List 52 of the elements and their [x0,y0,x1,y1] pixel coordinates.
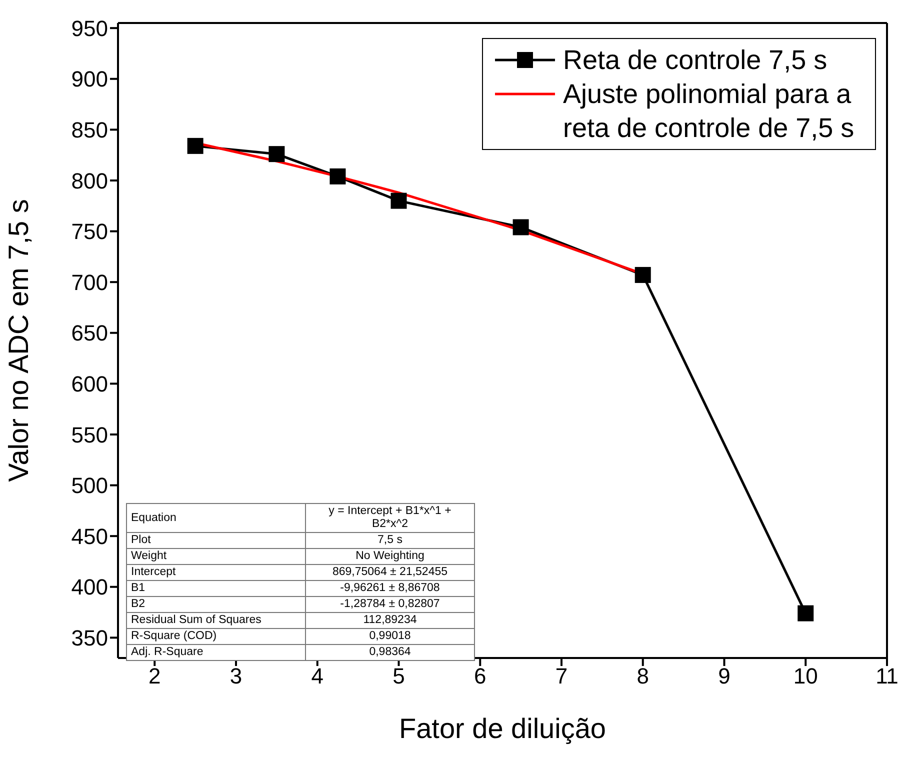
annotation: Plot [126,532,306,548]
x-tick-label: 2 [148,664,161,689]
annotation: 869,75064 ± 21,52455 [306,564,474,580]
x-tick-label: 5 [392,664,405,689]
legend-label: Reta de controle 7,5 s [563,44,828,77]
point [798,605,814,622]
annotation: -9,96261 ± 8,86708 [306,580,474,596]
x-tick-label: 4 [311,664,324,689]
annotation: Intercept [126,564,306,580]
annotation: Weight [126,548,306,564]
y-tick-label: 550 [71,422,108,448]
y-tick-label: 950 [71,16,108,41]
point [390,192,407,209]
point [268,146,285,162]
annotation: y = Intercept + B1*x^1 + B2*x^2 [306,504,474,532]
point [187,138,204,154]
x-axis-title: Fator de diluição [398,713,606,744]
x-tick-label: 6 [474,664,486,689]
y-tick-label: 350 [71,625,108,650]
x-tick-label: 7 [555,664,568,689]
x-tick-label: 3 [230,664,242,689]
annotation: Equation [126,504,306,532]
point [634,266,651,283]
annotation: 0,99018 [306,628,474,644]
annotation: Residual Sum of Squares [126,612,306,628]
y-tick-label: 400 [71,574,108,600]
y-tick-label: 500 [71,473,108,498]
point [330,168,346,184]
y-tick-label: 600 [71,371,108,396]
y-tick-label: 850 [71,117,108,142]
y-axis-title: Valor no ADC em 7,5 s [2,199,34,482]
x-tick-label: 8 [636,664,649,689]
annotation: 112,89234 [306,612,474,628]
point [512,219,529,236]
y-tick-label: 800 [71,168,108,194]
y-tick-label: 700 [71,270,108,295]
y-tick-label: 450 [71,524,108,549]
x-tick-label: 10 [793,664,818,689]
annotation: 7,5 s [306,532,474,548]
annotation: No Weighting [306,548,474,564]
annotation: B1 [126,580,306,596]
legend-label: Ajuste polinomial para a reta de controle de 7,5 s [563,78,856,145]
y-tick-label: 750 [71,219,108,244]
annotation: -1,28784 ± 0,82807 [306,596,474,612]
y-tick-label: 900 [71,66,108,92]
x-tick-label: 9 [718,664,730,689]
annotation: R-Square (COD) [126,628,306,644]
annotation: B2 [126,596,306,612]
annotation: 0,98364 [306,644,474,660]
x-tick-label: 11 [876,664,898,689]
y-tick-label: 650 [71,320,108,346]
annotation: Adj. R-Square [126,644,306,660]
